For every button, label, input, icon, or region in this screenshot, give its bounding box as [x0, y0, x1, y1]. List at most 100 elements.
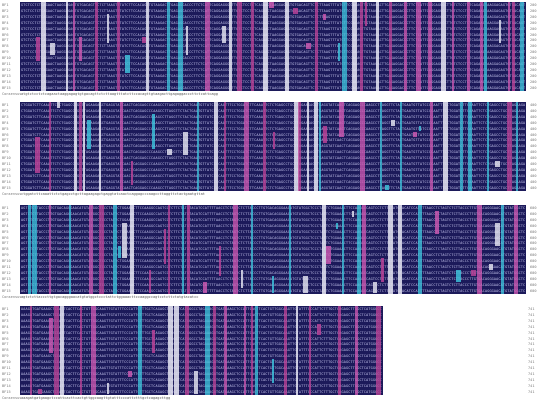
highlight-column	[224, 102, 226, 191]
sequence-end-position: 400	[530, 156, 537, 161]
sequence-residues: GTCTCCTCTCAGAACTAAGGAGAGTGTGACAGTTCTCTTA…	[21, 44, 525, 49]
sequence-end-position: 400	[530, 120, 537, 125]
sequence-name: BF6	[2, 32, 9, 37]
highlight-column	[255, 306, 259, 395]
sequence-name: BF5	[2, 26, 9, 31]
highlight-column	[322, 205, 327, 294]
sequence-residues: GTCTCCTCTCAGAACTAAGGAGAGTGTGACAGTTCTCTTA…	[21, 67, 525, 72]
sequence-end-position: 600	[530, 253, 537, 258]
sequence-end-position: 600	[530, 276, 537, 281]
highlight-column	[400, 102, 402, 191]
sequence-end-position: 200	[530, 85, 537, 90]
highlight-column	[294, 102, 299, 191]
highlight-column	[251, 306, 253, 395]
highlight-cell	[50, 43, 55, 56]
sequence-name: BF14	[2, 179, 11, 184]
sequence-name: BF1	[2, 3, 9, 7]
highlight-column	[342, 2, 347, 91]
sequence-name: BF13	[2, 276, 11, 281]
highlight-column	[237, 2, 243, 91]
highlight-column	[224, 306, 228, 395]
highlight-cell	[419, 125, 422, 132]
sequence-end-position: 200	[530, 62, 537, 66]
sequence-name: BF15	[2, 288, 11, 293]
highlight-column	[388, 205, 393, 294]
sequence-name: BF15	[2, 85, 11, 90]
highlight-column	[32, 205, 37, 294]
highlight-cell	[391, 119, 396, 126]
sequence-end-position: 741	[528, 389, 535, 394]
highlight-cell	[317, 323, 321, 336]
highlight-column	[484, 2, 487, 91]
sequence-end-position: 600	[530, 259, 537, 264]
highlight-column	[83, 102, 85, 191]
highlight-column	[120, 102, 124, 191]
consensus-label: Consensus	[2, 294, 22, 299]
highlight-column	[229, 2, 233, 91]
highlight-cell	[149, 269, 151, 294]
highlight-column	[430, 102, 433, 191]
sequence-residues: CTGGATCTTCAAATTCTCTGAGCCTGCTTAGAAGAGCTGA…	[21, 120, 525, 125]
consensus-sequence: atgtctcctctcagaactaaggagagtgtgacagttctct…	[21, 91, 218, 96]
sequence-residues: AAAGATGATGAAGCTCCATTCACTTCACTGTTGGCAAGTT…	[21, 354, 382, 359]
sequence-residues: AAAGATGATGAAGCTCCATTCACTTCACTGTTGGCAAGTT…	[21, 307, 382, 311]
highlight-column	[314, 102, 318, 191]
sequence-end-position: 741	[528, 377, 535, 382]
highlight-cell	[365, 2, 367, 26]
highlight-column	[376, 306, 382, 395]
highlight-column	[117, 2, 120, 91]
sequence-end-position: 741	[528, 312, 535, 317]
sequence-residues: AAAGATGATGAAGCTCCATTCACTTCACTGTTGGCAAGTT…	[21, 336, 382, 341]
highlight-column	[263, 102, 267, 191]
highlight-cell	[87, 119, 91, 150]
highlight-cell	[203, 281, 208, 294]
sequence-residues: AAAGATGATGAAGCTCCATTCACTTCACTGTTGGCAAGTT…	[21, 348, 382, 353]
sequence-end-position: 741	[528, 330, 535, 335]
sequence-end-position: 400	[530, 167, 537, 172]
consensus-sequence: ctggatcttcaaattctctgagcctgcttagaagagctga…	[21, 191, 205, 196]
highlight-column	[89, 205, 94, 294]
highlight-column	[187, 205, 191, 294]
sequence-end-position: 400	[530, 132, 537, 137]
sequence-end-position: 600	[530, 217, 537, 222]
highlight-cell	[125, 55, 131, 73]
sequence-residues: AAAGATGATGAAGCTCCATTCACTTCACTGTTGGCAAGTT…	[21, 371, 382, 376]
highlight-column	[418, 205, 423, 294]
sequence-end-position: 400	[530, 150, 537, 155]
sequence-name: BF11	[2, 366, 11, 370]
highlight-column	[69, 205, 72, 294]
highlight-cell	[272, 275, 274, 294]
highlight-cell	[167, 149, 172, 156]
highlight-column	[285, 2, 290, 91]
sequence-name: BF3	[2, 318, 9, 323]
highlight-cell	[35, 137, 40, 173]
highlight-column	[360, 2, 363, 91]
highlight-column	[501, 205, 504, 294]
highlight-cell	[152, 113, 155, 150]
sequence-end-position: 400	[530, 162, 537, 166]
sequence-end-position: 200	[530, 14, 537, 19]
sequence-name: BF1	[2, 103, 9, 107]
sequence-end-position: 400	[530, 173, 537, 178]
highlight-column	[467, 2, 471, 91]
sequence-residues: AGTCTCTTACCCTTGTGACAGGGAACATGTATGGCTCCCT…	[21, 259, 525, 264]
highlight-column	[428, 2, 433, 91]
highlight-column	[251, 2, 255, 91]
sequence-name: BF4	[2, 20, 9, 25]
sequence-name: BF8	[2, 144, 9, 149]
sequence-name: BF2	[2, 108, 9, 113]
highlight-cell	[241, 269, 244, 288]
highlight-column	[307, 102, 310, 191]
sequence-residues: AGTCTCTTACCCTTGTGACAGGGAACATGTATGGCTCCCT…	[21, 223, 525, 228]
highlight-column	[73, 2, 75, 91]
sequence-name: BF10	[2, 56, 11, 61]
highlight-cell	[385, 184, 390, 191]
highlight-column	[185, 306, 189, 395]
sequence-name: BF2	[2, 211, 9, 216]
highlight-cell	[499, 19, 502, 44]
sequence-residues: CTGGATCTTCAAATTCTCTGAGCCTGCTTAGAAGAGCTGA…	[21, 150, 525, 155]
sequence-residues: CTGGATCTTCAAATTCTCTGAGCCTGCTTAGAAGAGCTGA…	[21, 108, 525, 113]
highlight-column	[205, 306, 210, 395]
sequence-residues: AGTCTCTTACCCTTGTGACAGGGAACATGTATGGCTCCCT…	[21, 270, 525, 275]
sequence-residues: AAAGATGATGAAGCTCCATTCACTTCACTGTTGGCAAGTT…	[21, 389, 382, 394]
